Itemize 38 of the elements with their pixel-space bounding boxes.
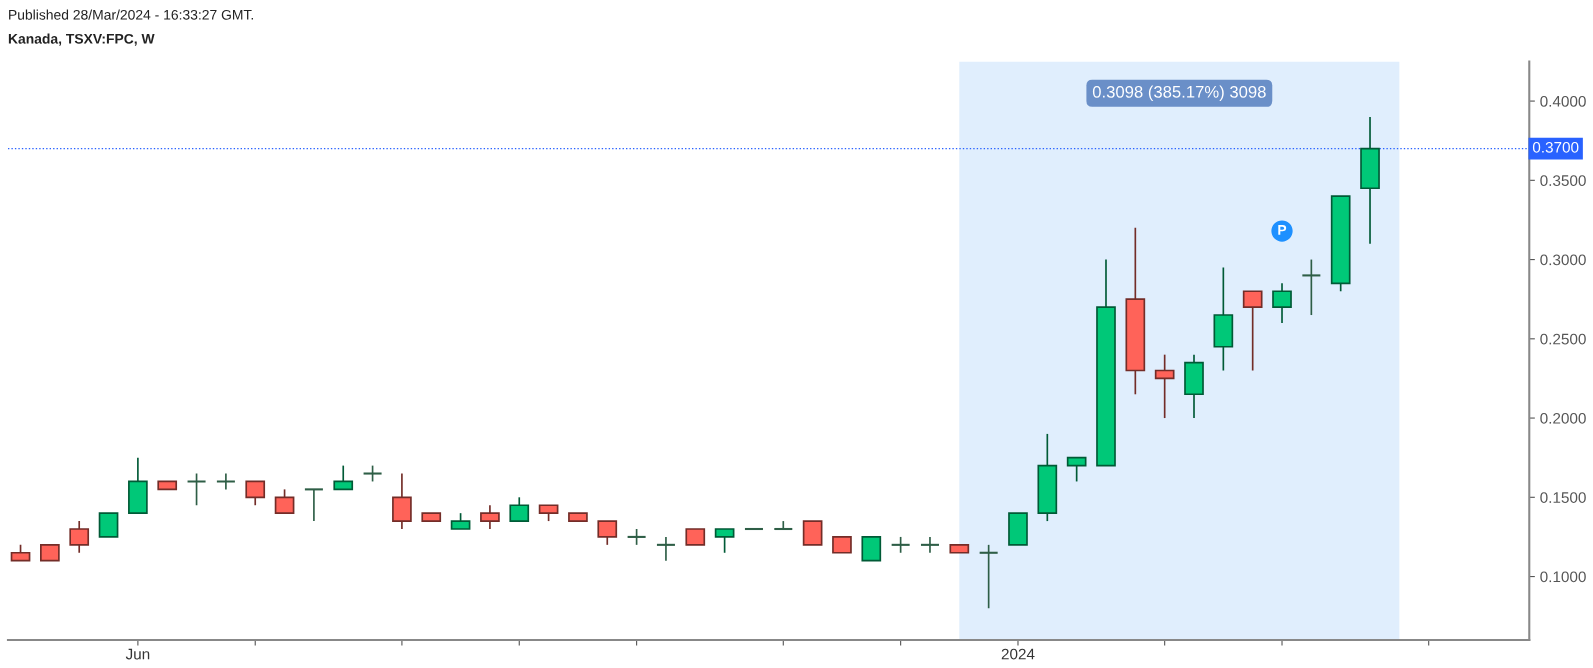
y-tick-label: 0.2500	[1540, 333, 1586, 345]
candlestick	[714, 528, 735, 554]
candlestick	[186, 472, 207, 507]
candlestick	[1066, 456, 1087, 483]
candlestick	[392, 472, 412, 530]
y-tick-label: 0.1000	[1540, 571, 1586, 583]
candlestick	[655, 536, 676, 562]
candlestick	[245, 480, 266, 507]
y-tick-label: 0.3500	[1540, 175, 1586, 187]
candlestick	[1272, 282, 1292, 324]
candlestick	[98, 512, 119, 538]
ref-line-label: 0.3700	[1532, 141, 1579, 153]
candlestick	[1154, 353, 1175, 419]
x-tick-label: 2024	[1001, 648, 1035, 660]
candlestick	[303, 488, 324, 522]
candlestick	[69, 520, 90, 554]
candlestick	[1242, 290, 1263, 372]
y-tick-label: 0.1500	[1540, 492, 1586, 503]
candlestick	[597, 520, 618, 546]
candlestick	[480, 504, 500, 530]
candlestick	[1301, 258, 1322, 316]
candlestick	[978, 544, 999, 610]
candlestick	[861, 536, 882, 562]
candlestick	[919, 536, 941, 554]
chart-title: Kanada, TSXV:FPC, W	[8, 33, 155, 46]
x-tick-label: Jun	[125, 648, 150, 660]
candlestick	[509, 496, 530, 522]
annotation: P	[1278, 225, 1287, 235]
y-tick-label: 0.2000	[1540, 412, 1586, 424]
y-tick-label: 0.3000	[1540, 254, 1586, 266]
candlestick	[802, 520, 823, 546]
candlestick	[333, 464, 354, 491]
band-label: 0.3098 (385.17%) 3098	[1092, 85, 1266, 102]
candlestick	[773, 520, 794, 531]
candlestick	[274, 488, 295, 514]
y-tick-label: 0.4000	[1540, 95, 1586, 107]
text: Published 28/Mar/2024 - 16:33:27 GMT.	[9, 9, 253, 20]
candlestick	[215, 472, 236, 491]
